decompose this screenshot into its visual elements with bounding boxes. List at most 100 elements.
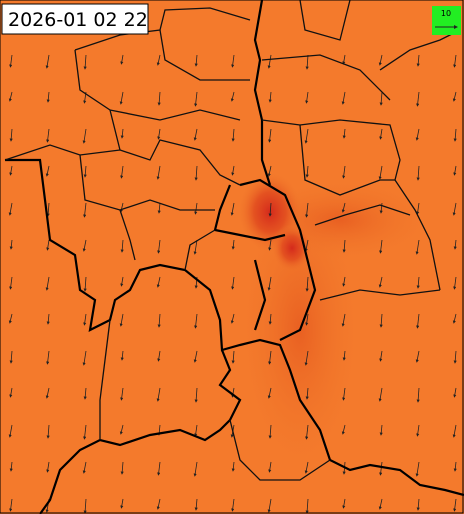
wind-arrow bbox=[231, 165, 235, 176]
timestamp-box bbox=[1, 3, 149, 35]
wind-arrow bbox=[342, 239, 346, 253]
wind-arrow bbox=[453, 239, 457, 250]
wind-arrow bbox=[416, 387, 420, 403]
wind-arrow bbox=[83, 387, 87, 400]
wind-arrow bbox=[120, 165, 124, 179]
wind-arrow bbox=[379, 91, 383, 106]
wind-arrow bbox=[120, 387, 124, 401]
wind-arrow bbox=[194, 165, 198, 181]
wind-arrow bbox=[230, 202, 235, 216]
wind-arrow bbox=[157, 239, 161, 254]
wind-arrow bbox=[156, 498, 161, 510]
wind-arrow bbox=[231, 276, 235, 290]
wind-arrow bbox=[379, 239, 383, 254]
wind-arrow bbox=[83, 165, 87, 178]
wind-arrow bbox=[452, 313, 457, 324]
wind-arrow bbox=[416, 313, 420, 329]
wind-arrow bbox=[83, 276, 87, 292]
wind-arrow bbox=[82, 239, 87, 252]
wind-arrow bbox=[119, 91, 124, 105]
wind-arrow bbox=[305, 91, 309, 104]
wind-arrow bbox=[157, 461, 161, 476]
wind-arrow bbox=[120, 54, 124, 65]
wind-arrow bbox=[120, 350, 124, 361]
wind-arrow bbox=[8, 313, 13, 324]
wind-arrow bbox=[268, 424, 272, 439]
wind-arrow bbox=[8, 424, 13, 438]
wind-arrow bbox=[231, 498, 235, 512]
wind-arrow bbox=[119, 202, 124, 213]
wind-arrow bbox=[341, 91, 346, 105]
wind-arrow bbox=[452, 202, 457, 216]
wind-arrow bbox=[120, 276, 124, 287]
wind-arrow bbox=[341, 202, 346, 213]
wind-arrow bbox=[119, 424, 124, 435]
wind-arrow bbox=[453, 276, 457, 290]
wind-arrow bbox=[342, 165, 346, 179]
wind-arrow bbox=[45, 165, 50, 177]
wind-arrow bbox=[378, 387, 383, 402]
wind-arrow bbox=[416, 91, 420, 107]
wind-arrow bbox=[268, 128, 272, 143]
wind-arrow bbox=[193, 461, 198, 477]
wind-arrow bbox=[342, 387, 346, 401]
borders bbox=[4, 0, 464, 514]
wind-arrow bbox=[194, 387, 198, 403]
wind-arrow bbox=[416, 276, 420, 289]
wind-arrow bbox=[416, 165, 420, 181]
wind-arrow bbox=[83, 54, 87, 70]
wind-arrow bbox=[453, 387, 457, 398]
legend-label: 10 bbox=[441, 9, 451, 18]
wind-arrow bbox=[305, 202, 309, 218]
wind-arrow bbox=[342, 276, 346, 287]
wind-arrow bbox=[46, 313, 50, 325]
wind-arrow bbox=[379, 424, 383, 436]
wind-arrow bbox=[120, 461, 124, 475]
wind-arrow bbox=[231, 350, 235, 364]
wind-arrow bbox=[46, 202, 50, 217]
wind-arrow bbox=[9, 498, 13, 512]
wind-arrow bbox=[82, 128, 87, 144]
wind-arrow bbox=[453, 128, 457, 142]
wind-arrow bbox=[46, 91, 50, 103]
wind-arrow bbox=[120, 128, 124, 139]
wind-arrow bbox=[9, 387, 13, 398]
wind-arrow bbox=[415, 350, 420, 363]
wind-arrow bbox=[304, 239, 309, 252]
wind-arrow bbox=[83, 313, 87, 326]
wind-arrow bbox=[453, 498, 457, 512]
wind-arrow bbox=[194, 424, 198, 437]
wind-arrow bbox=[268, 202, 272, 217]
wind-arrow bbox=[46, 350, 50, 365]
wind-arrow bbox=[9, 276, 13, 290]
wind-arrow bbox=[231, 54, 235, 68]
wind-arrow bbox=[267, 54, 272, 69]
wind-arrow bbox=[83, 424, 87, 440]
wind-arrow bbox=[342, 128, 346, 139]
wind-arrow bbox=[193, 350, 198, 363]
wind-arrow bbox=[342, 350, 346, 361]
wind-arrow bbox=[9, 54, 13, 68]
wind-arrow bbox=[453, 165, 457, 176]
wind-arrow bbox=[378, 54, 383, 66]
wind-arrow bbox=[8, 202, 13, 216]
timestamp: 2026-01 02 22 bbox=[8, 9, 148, 31]
wind-arrow bbox=[194, 91, 198, 107]
wind-arrow bbox=[378, 165, 383, 180]
wind-arrow bbox=[378, 276, 383, 288]
wind-arrow bbox=[231, 461, 235, 472]
wind-arrows bbox=[8, 54, 457, 514]
wind-arrow bbox=[46, 128, 50, 143]
wind-arrow bbox=[415, 128, 420, 141]
wind-arrow bbox=[379, 313, 383, 328]
wind-arrow bbox=[415, 239, 420, 255]
wind-arrow bbox=[46, 239, 50, 251]
wind-arrow bbox=[45, 54, 50, 69]
wind-arrow bbox=[120, 239, 124, 253]
wind-arrow bbox=[416, 498, 420, 511]
wind-arrow bbox=[452, 424, 457, 438]
wind-arrow bbox=[82, 461, 87, 474]
wind-arrow bbox=[9, 128, 13, 142]
